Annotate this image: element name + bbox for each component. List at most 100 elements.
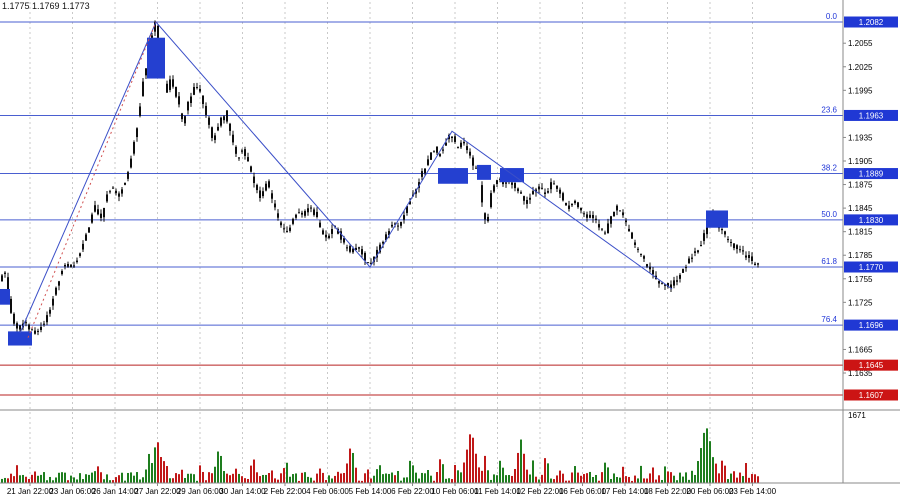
volume-bar [613,473,615,483]
volume-bar [565,480,567,483]
volume-bar [721,460,723,483]
volume-bar [640,465,642,483]
volume-bar [397,471,399,483]
volume-bar [511,475,513,483]
candle-body [118,193,120,197]
volume-bar [112,480,114,483]
volume-bar [637,478,639,483]
volume-bar [415,472,417,483]
candle-body [19,325,21,330]
candle-body [430,152,432,160]
volume-bar [286,462,288,483]
volume-bar [577,472,579,483]
volume-bar [631,480,633,483]
candle-body [226,110,228,122]
target-price-badge [844,359,898,371]
volume-bar [283,468,285,483]
candle-body [193,87,195,95]
volume-bar [754,474,756,483]
candle-body [121,189,123,194]
highlight-box[interactable] [0,288,10,305]
y-axis-label: 1.1755 [848,275,873,284]
candle-body [646,264,648,267]
volume-bar [199,465,201,483]
highlight-box[interactable] [8,331,32,346]
x-axis-label: 20 Feb 06:00 [686,487,734,496]
candle-body [676,280,678,282]
highlight-box[interactable] [706,210,728,228]
candle-body [619,210,621,212]
volume-bar [316,473,318,483]
candle-body [232,134,234,143]
volume-bar [190,473,192,483]
candle-body [355,247,357,251]
candle-body [637,248,639,250]
y-axis-label: 1.1905 [848,157,873,166]
highlight-box[interactable] [147,37,165,79]
candle-body [736,245,738,250]
volume-bar [664,466,666,483]
volume-bar [13,476,15,483]
highlight-box[interactable] [477,164,491,180]
candle-body [283,228,285,230]
volume-bar [451,479,453,483]
volume-bar [142,477,144,483]
candle-body [40,326,42,330]
volume-bar [517,452,519,483]
volume-bar [469,434,471,483]
volume-bar [352,452,354,483]
volume-bar [715,463,717,483]
volume-bar [61,472,63,483]
volume-bar [370,478,372,483]
candle-body [373,256,375,262]
candle-body [67,263,69,267]
candle-body [94,205,96,212]
candle-body [652,270,654,275]
fib-price-badge [844,109,898,121]
volume-bar [646,478,648,483]
zigzag-trendline[interactable] [19,21,673,334]
volume-bar [547,463,549,483]
candle-body [625,220,627,223]
candle-body [340,231,342,240]
volume-bar [127,472,129,483]
volume-bar [586,473,588,483]
candle-body [751,256,753,262]
candle-body [61,270,63,275]
volume-bar [607,467,609,483]
volume-bar [265,474,267,483]
volume-bar [487,470,489,483]
candle-body [313,209,315,215]
volume-bar [580,475,582,483]
highlight-box[interactable] [438,168,468,184]
volume-bar [97,466,99,483]
candle-body [85,234,87,241]
volume-bar [571,472,573,483]
y-axis-label: 1.1815 [848,228,873,237]
candle-body [529,197,531,200]
volume-bar [193,474,195,483]
volume-bar [292,474,294,483]
volume-bar [745,463,747,483]
candle-body [337,228,339,234]
candle-body [610,216,612,224]
volume-bar [280,473,282,483]
candle-body [571,204,573,206]
volume-bar [43,472,45,483]
volume-bar [328,475,330,483]
candle-body [595,218,597,221]
volume-bar [271,470,273,483]
candle-body [127,172,129,179]
volume-bar [343,472,345,483]
volume-bar [493,474,495,483]
candle-body [661,283,663,285]
candle-body [145,68,147,76]
candle-body [286,230,288,232]
x-axis-label: 4 Feb 06:00 [306,487,349,496]
candle-body [739,249,741,251]
dotted-trendline[interactable] [27,21,157,338]
volume-bar [94,471,96,483]
candle-body [382,241,384,244]
